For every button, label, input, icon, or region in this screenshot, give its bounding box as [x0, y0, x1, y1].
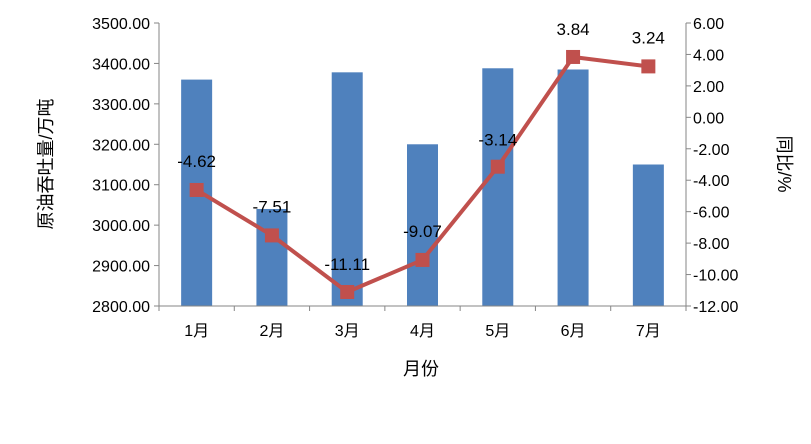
x-tick-label: 7月	[636, 323, 661, 340]
bar-3	[331, 72, 363, 306]
line-marker-2	[264, 228, 279, 243]
x-tick-label: 6月	[561, 323, 586, 340]
bar-7	[632, 164, 664, 306]
bar-series	[181, 68, 664, 306]
y-right-tick-label: 0.00	[693, 110, 724, 127]
line-data-label-3: -11.11	[324, 255, 370, 274]
y-left-tick-label: 2900.00	[92, 259, 150, 276]
line-marker-7	[641, 59, 656, 74]
bar-2	[256, 208, 288, 306]
y-right-tick-label: -10.00	[693, 268, 738, 285]
x-axis-title: 月份	[403, 359, 439, 379]
y-right-tick-label: 2.00	[693, 79, 724, 96]
line-data-label-2: -7.51	[253, 197, 292, 216]
bar-4	[407, 144, 438, 306]
x-tick-label: 2月	[259, 323, 284, 340]
y-axis-right-title: 同比/%	[774, 135, 794, 192]
y-right-tick-label: -4.00	[693, 173, 730, 190]
y-left-tick-label: 2800.00	[92, 299, 150, 316]
data-labels: -4.62 -7.51 -11.11 -9.07 -3.14 3.84 3.24	[177, 20, 665, 274]
line-data-label-1: -4.62	[177, 152, 216, 171]
x-tick-label: 5月	[485, 323, 510, 340]
line-marker-1	[189, 182, 204, 197]
y-right-tick-label: -6.00	[693, 205, 730, 222]
y-left-tick-label: 3000.00	[92, 218, 150, 235]
x-tick-label: 1月	[184, 323, 209, 340]
bar-5	[482, 68, 514, 306]
x-tick-label: 3月	[335, 323, 360, 340]
line-marker-6	[566, 49, 581, 64]
y-left-tick-label: 3200.00	[92, 137, 150, 154]
line-data-label-5: -3.14	[478, 131, 517, 150]
y-left-tick-label: 3100.00	[92, 178, 150, 195]
line-data-label-4: -9.07	[403, 222, 442, 241]
y-right-tick-label: -8.00	[693, 236, 730, 253]
y-axis-left-title: 原油吞吐量/万吨	[36, 98, 56, 229]
line-marker-3	[340, 285, 355, 300]
line-series	[189, 49, 656, 300]
y-right-tick-label: 4.00	[693, 47, 724, 64]
y-left-tick-label: 3400.00	[92, 56, 150, 73]
bar-6	[557, 69, 589, 306]
line-data-label-6: 3.84	[557, 20, 590, 39]
y-left-tick-label: 3500.00	[92, 16, 150, 33]
x-tick-label: 4月	[410, 323, 435, 340]
y-right-tick-label: -2.00	[693, 142, 730, 159]
line-data-label-7: 3.24	[632, 28, 665, 47]
y-right-tick-label: -12.00	[693, 299, 738, 316]
line-marker-4	[415, 252, 430, 267]
line-marker-5	[490, 159, 505, 174]
y-left-tick-label: 3300.00	[92, 97, 150, 114]
axes: 2800.00 2900.00 3000.00 3100.00 3200.00 3300.…	[92, 16, 738, 340]
y-right-tick-label: 6.00	[693, 16, 724, 33]
